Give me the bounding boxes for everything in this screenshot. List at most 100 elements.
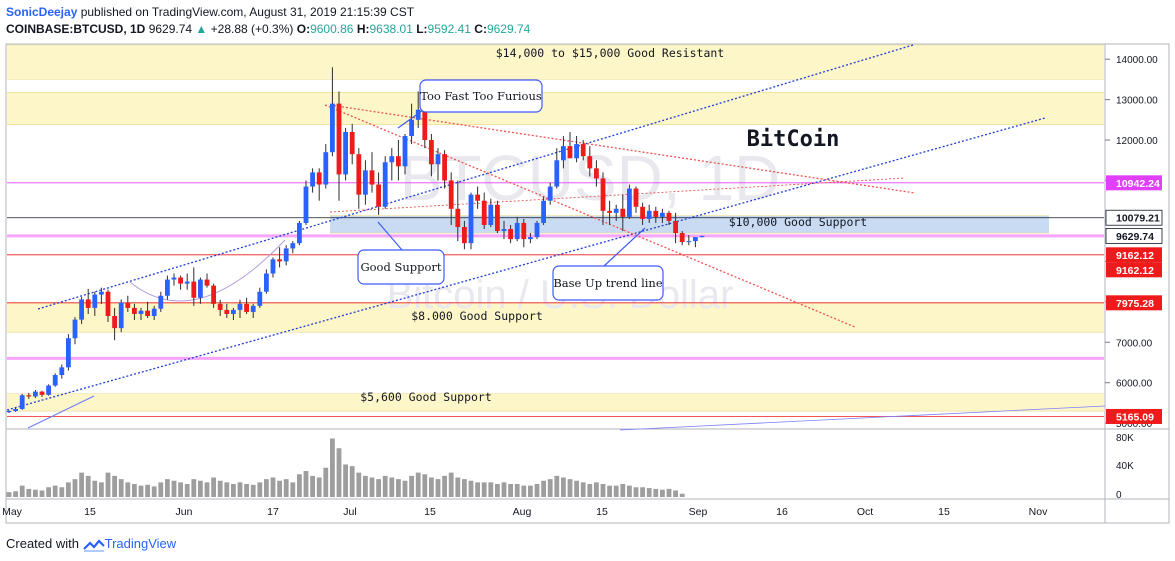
candle-body [607,210,612,213]
candle-body [541,200,546,223]
price-label-box [1106,295,1162,311]
candle-body [138,310,144,314]
volume-bar [39,490,45,497]
time-axis[interactable]: May 15 Jun 17 Jul 15 Aug 15 Sep 16 Oct 15 Nov [2,506,1048,518]
volume-bar [666,488,672,497]
last-price: 9629.74 [148,22,193,36]
candle-body [521,222,527,240]
volume-tick-label: 0 [1116,490,1122,501]
candle-body [686,241,692,243]
volume-bar [673,490,678,497]
candle-body [257,291,263,306]
candle-body [118,302,124,329]
volume-bar [633,487,639,497]
volume-bar [369,477,375,497]
price-label-box [1106,262,1162,278]
low-value: 9592.41 [427,22,471,36]
candle-body [85,299,91,308]
x-tick-label: Nov [1029,506,1048,518]
tradingview-link[interactable]: TradingView [104,536,177,551]
zone-labels: $14,000 to $15,000 Good Resistant $8.000 … [360,46,867,404]
volume-bar [462,479,467,497]
volume-bar [389,477,395,497]
candle-body [19,395,25,409]
candle-body [534,222,540,238]
candle-body [178,277,183,284]
tradingview-logo-icon [82,538,105,552]
low-label: L: [416,22,428,36]
callout-base-up-text: Base Up trend line [553,276,662,290]
candle-body [561,146,566,161]
volume-bar [435,479,441,497]
price-label-box [1105,228,1163,244]
volume-bar [66,482,71,497]
arrow-line [27,395,95,429]
red-trend-line-3 [329,177,906,213]
volume-bar [547,479,553,497]
open-label: O: [296,22,311,36]
x-tick-label: 15 [596,506,608,518]
price-label-box [1106,247,1162,263]
callout-good-support-text: Good Support [360,260,441,274]
volume-bar [125,482,131,497]
candle-body [600,178,606,211]
candle-body [673,220,678,234]
candle-body [594,168,599,179]
volume-bar [409,475,414,497]
zone-label: $10,000 Good Support [729,215,867,229]
price-label-text: 10942.24 [1116,178,1160,190]
candle-body [52,375,58,386]
author-link[interactable]: SonicDeejay [6,5,78,19]
volume-bar [112,475,117,497]
candle-body [13,408,18,412]
y-tick-label: 14000.00 [1116,55,1158,66]
volume-bar [554,475,560,497]
volume-bar [92,480,98,497]
zone-label: $14,000 to $15,000 Good Resistant [496,46,724,60]
volume-bar [250,484,256,497]
volume-bar [310,475,315,497]
candle-body [6,411,12,413]
candle-body [66,338,71,368]
candle-body [422,109,428,141]
volume-bar [580,482,586,497]
candle-body [132,307,137,314]
candle-body [699,235,705,238]
candle-body [92,294,98,308]
volume-bar [653,488,659,497]
price-label-text: 10079.21 [1116,213,1160,225]
candle-body [224,309,230,314]
volume-bar [145,484,150,497]
volume-bar [244,484,249,497]
volume-bar [567,479,573,497]
created-with-label: Created with [6,536,79,551]
candle-body [33,391,38,397]
x-tick-label: Jul [343,506,356,518]
candle-body [415,109,421,120]
y-tick-label: 13000.00 [1116,96,1158,107]
volume-bar [574,480,579,497]
candle-body [323,152,329,185]
x-tick-label: 15 [424,506,436,518]
volume-tick-label: 40K [1116,461,1134,472]
publish-line: SonicDeejay published on TradingView.com… [6,5,414,19]
candle-body [39,391,45,395]
candle-body [501,229,507,232]
volume-bar [132,484,137,497]
volume-bar [33,489,38,497]
volume-bar [363,475,368,497]
candle-body [679,233,685,242]
volume-bar [237,482,243,497]
candle-body [198,279,203,298]
candle-body [587,156,593,169]
volume-layer [6,438,685,497]
price-axis[interactable]: 14000.0013000.0012000.0011000.0010000.00… [1105,55,1163,501]
candle-body [363,170,368,195]
x-tick-label: 16 [776,506,788,518]
x-tick-label: Jun [176,506,193,518]
candle-body [429,140,434,165]
candle-body [409,119,414,136]
callout-too-fast-text: Too Fast Too Furious [420,89,542,103]
lower-thin-line [619,405,1106,431]
